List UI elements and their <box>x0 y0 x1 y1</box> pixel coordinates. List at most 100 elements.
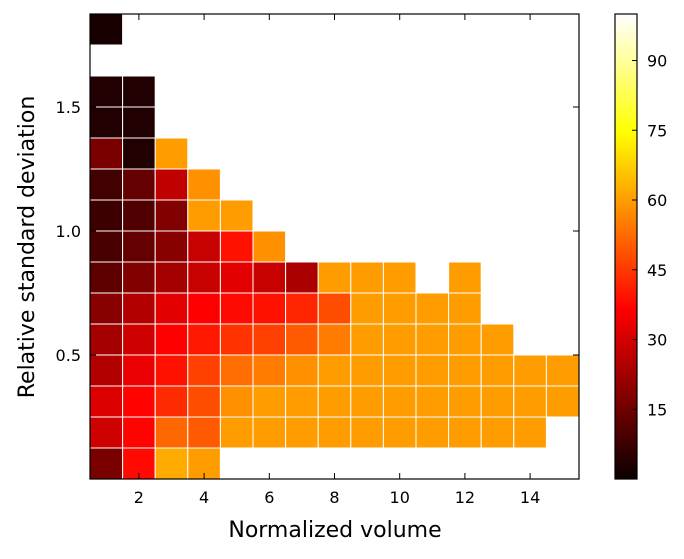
heatmap-cell <box>122 75 156 108</box>
heatmap-cell <box>89 168 124 201</box>
heatmap-cell <box>154 261 189 294</box>
heatmap-cell <box>89 106 124 139</box>
heatmap-cell <box>219 261 254 294</box>
heatmap-cell <box>448 354 482 387</box>
heatmap-cell <box>154 385 189 418</box>
heatmap-cell <box>187 416 221 449</box>
heatmap-cell <box>122 354 156 387</box>
colorbar-tick-label: 45 <box>647 261 667 280</box>
heatmap-cell <box>252 385 287 418</box>
heatmap-cell <box>187 385 221 418</box>
heatmap-cell <box>513 385 547 418</box>
heatmap-cell <box>317 385 352 418</box>
heatmap-cell <box>382 292 417 325</box>
heatmap-cell <box>154 292 189 325</box>
colorbar-tick-label: 75 <box>647 121 667 140</box>
heatmap-cell <box>448 261 482 294</box>
heatmap-cell <box>219 292 254 325</box>
heatmap-cell <box>350 323 384 356</box>
heatmap-cell <box>187 354 221 387</box>
heatmap-cell <box>122 230 156 263</box>
heatmap-cell <box>154 354 189 387</box>
heatmap-cell <box>545 385 580 418</box>
heatmap-cell <box>154 137 189 170</box>
heatmap-cell <box>187 199 221 232</box>
heatmap-cell <box>89 230 124 263</box>
heatmap-cell <box>317 292 352 325</box>
heatmap-cell <box>252 323 287 356</box>
heatmap-cell <box>89 354 124 387</box>
heatmap-cell <box>89 137 124 170</box>
y-tick-label: 1.5 <box>56 98 81 117</box>
heatmap-cell <box>122 323 156 356</box>
heatmap-cell <box>219 385 254 418</box>
colorbar <box>614 13 638 480</box>
heatmap-cell <box>480 385 515 418</box>
heatmap-cell <box>219 323 254 356</box>
heatmap-cell <box>285 385 319 418</box>
x-axis-label: Normalized volume <box>228 518 441 543</box>
y-tick-label: 1.0 <box>56 222 81 241</box>
heatmap-cell <box>285 416 319 449</box>
heatmap-cell <box>285 261 319 294</box>
x-tick-label: 10 <box>390 488 410 507</box>
x-tick-label: 6 <box>264 488 274 507</box>
heatmap-cell <box>317 261 352 294</box>
heatmap-cell <box>382 385 417 418</box>
colorbar-tick-label: 90 <box>647 52 667 71</box>
heatmap-cell <box>480 354 515 387</box>
heatmap-cell <box>252 354 287 387</box>
heatmap-cell <box>415 416 450 449</box>
heatmap-cell <box>252 261 287 294</box>
heatmap-cell <box>317 323 352 356</box>
colorbar-tick-label: 30 <box>647 331 667 350</box>
heatmap-cell <box>187 230 221 263</box>
heatmap-cell <box>350 416 384 449</box>
heatmap-cell <box>154 168 189 201</box>
heatmap-cell <box>513 354 547 387</box>
heatmap-cell <box>382 261 417 294</box>
heatmap-cell <box>252 230 287 263</box>
x-tick-label: 4 <box>199 488 209 507</box>
heatmap-cell <box>89 75 124 108</box>
heatmap-cell <box>415 292 450 325</box>
heatmap-cell <box>187 168 221 201</box>
heatmap-cell <box>252 416 287 449</box>
heatmap-cell <box>89 416 124 449</box>
heatmap-cell <box>187 292 221 325</box>
heatmap-cell <box>89 292 124 325</box>
x-axis-ticks: 2 4 6 8 10 12 14 <box>134 14 540 507</box>
heatmap-cell <box>154 199 189 232</box>
heatmap-cell <box>448 323 482 356</box>
heatmap-cell <box>285 354 319 387</box>
heatmap-cell <box>154 416 189 449</box>
heatmap-cell <box>480 416 515 449</box>
heatmap-cell <box>415 323 450 356</box>
heatmap-cell <box>317 416 352 449</box>
x-tick-label: 14 <box>520 488 540 507</box>
heatmap-cell <box>252 292 287 325</box>
heatmap-cell <box>122 261 156 294</box>
heatmap-cell <box>448 416 482 449</box>
heatmap-cell <box>382 354 417 387</box>
heatmap-cell <box>122 168 156 201</box>
y-axis-ticks: 0.5 1.0 1.5 <box>56 98 579 365</box>
heatmap-cell <box>89 261 124 294</box>
heatmap-cell <box>350 385 384 418</box>
heatmap-cell <box>415 354 450 387</box>
heatmap-cell <box>448 292 482 325</box>
heatmap-cell <box>89 323 124 356</box>
heatmap-cell <box>480 323 515 356</box>
heatmap-cell <box>415 385 450 418</box>
heatmap-cell <box>154 323 189 356</box>
colorbar-ticks: 15 30 45 60 75 90 <box>632 52 667 419</box>
heatmap-cell <box>122 292 156 325</box>
heatmap-cell <box>448 385 482 418</box>
heatmap-cell <box>89 199 124 232</box>
heatmap-cell <box>187 323 221 356</box>
heatmap-cell <box>187 261 221 294</box>
colorbar-tick-label: 60 <box>647 191 667 210</box>
heatmap-cell <box>219 416 254 449</box>
heatmap-cell <box>382 323 417 356</box>
